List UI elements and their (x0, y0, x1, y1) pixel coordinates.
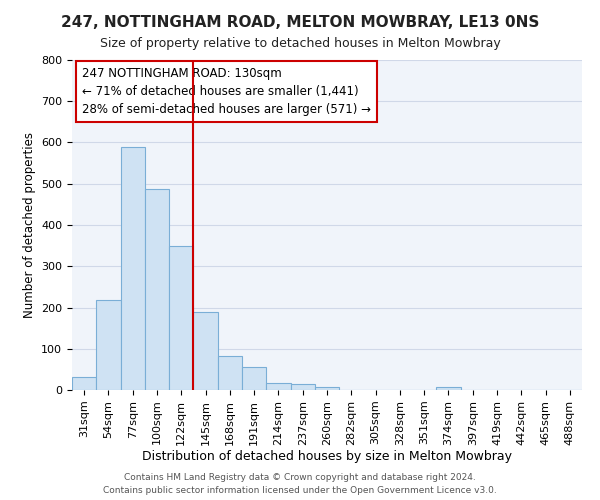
Bar (266, 382, 290, 390)
Text: Size of property relative to detached houses in Melton Mowbray: Size of property relative to detached ho… (100, 38, 500, 51)
Bar (121, 146, 145, 390)
Bar (145, 188, 169, 390)
Bar (72, 377, 96, 390)
Y-axis label: Number of detached properties: Number of detached properties (23, 132, 35, 318)
Text: Contains HM Land Registry data © Crown copyright and database right 2024.
Contai: Contains HM Land Registry data © Crown c… (103, 474, 497, 495)
Bar (218, 356, 242, 390)
Bar (315, 386, 339, 390)
Text: 247 NOTTINGHAM ROAD: 130sqm
← 71% of detached houses are smaller (1,441)
28% of : 247 NOTTINGHAM ROAD: 130sqm ← 71% of det… (82, 66, 371, 116)
Bar (169, 246, 193, 390)
Bar (242, 368, 266, 390)
Bar (193, 312, 218, 390)
Bar (96, 300, 121, 390)
Text: 247, NOTTINGHAM ROAD, MELTON MOWBRAY, LE13 0NS: 247, NOTTINGHAM ROAD, MELTON MOWBRAY, LE… (61, 15, 539, 30)
Bar (290, 384, 315, 390)
Bar (436, 386, 461, 390)
X-axis label: Distribution of detached houses by size in Melton Mowbray: Distribution of detached houses by size … (142, 450, 512, 464)
